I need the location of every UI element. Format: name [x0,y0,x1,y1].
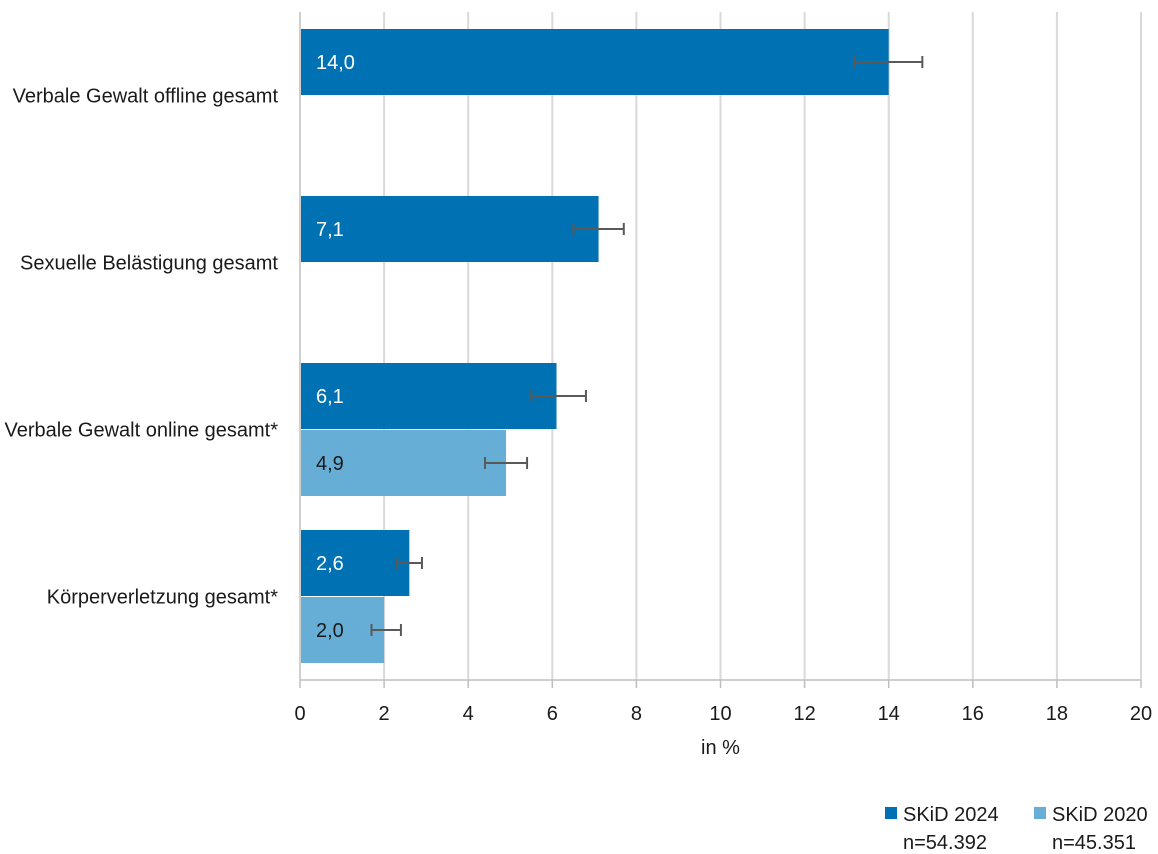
x-tick-label: 16 [962,703,984,725]
bar-value-label: 6,1 [316,386,344,408]
x-tick-label: 10 [709,703,731,725]
x-tick-label: 4 [463,703,474,725]
x-tick-label: 12 [793,703,815,725]
bar [301,530,410,596]
bars: 14,0 7,1 6,1 4,9 2,6 2,0 [301,29,924,663]
bar-value-label: 2,0 [316,620,344,642]
x-tick-label: 20 [1130,703,1152,725]
x-tick-label: 8 [631,703,642,725]
bar-value-label: 7,1 [316,219,344,241]
x-axis: 0 2 4 6 8 10 12 14 16 18 20 [294,12,1152,725]
category-label: Sexuelle Belästigung gesamt [20,253,278,275]
x-tick-label: 2 [379,703,390,725]
category-label: Verbale Gewalt online gesamt* [5,420,279,442]
bar-value-label: 14,0 [316,52,355,74]
legend-swatch [885,807,897,819]
category-label: Verbale Gewalt offline gesamt [13,86,279,108]
bar-value-label: 2,6 [316,553,344,575]
gridlines [383,12,1142,680]
x-tick-label: 18 [1046,703,1068,725]
bar [301,196,599,262]
legend-sample-size: n=54.392 [903,832,987,854]
legend-series-name: SKiD 2024 [903,804,999,826]
bar [301,430,507,496]
category-labels: Verbale Gewalt offline gesamt Sexuelle Be… [5,86,279,609]
x-tick-label: 6 [547,703,558,725]
bar [301,363,557,429]
x-axis-title: in % [701,737,740,759]
bar [301,597,385,663]
legend-swatch [1034,807,1046,819]
x-tick-label: 0 [294,703,305,725]
bar [301,29,889,95]
x-tick-label: 14 [878,703,900,725]
bar-value-label: 4,9 [316,453,344,475]
legend-series-name: SKiD 2020 [1052,804,1148,826]
legend-sample-size: n=45.351 [1052,832,1136,854]
legend: SKiD 2024 n=54.392 SKiD 2020 n=45.351 [885,804,1148,854]
category-label: Körperverletzung gesamt* [47,587,278,609]
